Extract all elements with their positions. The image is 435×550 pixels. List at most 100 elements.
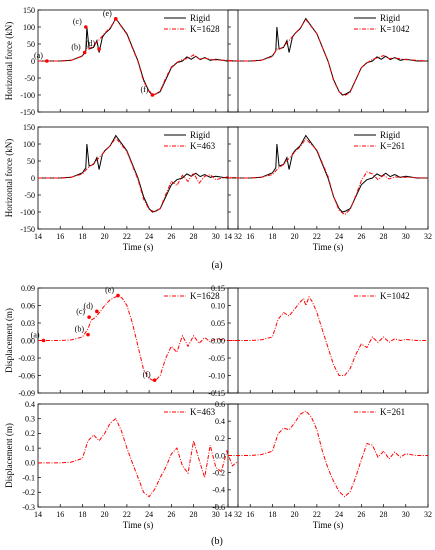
y-tick-label: -0.10: [208, 371, 225, 380]
y-tick-label: 0.05: [211, 319, 225, 328]
x-tick-label: 16: [246, 232, 254, 241]
y-axis-label: Horizontal force (kN): [4, 139, 14, 217]
x-tick-label: 32: [424, 510, 432, 519]
x-tick-label: 22: [313, 510, 321, 519]
legend-label: K=1628: [190, 24, 220, 34]
y-tick-label: -150: [20, 108, 35, 117]
panel-a-top-left: -150 -100 -50 0 50 100 150 Horizontal force (kN…: [4, 6, 239, 117]
annotation-marker: [87, 315, 91, 319]
x-tick-label: 30: [402, 232, 410, 241]
x-tick-label: 30: [402, 510, 410, 519]
annotation-marker: [152, 378, 157, 382]
x-axis-label: Time (s): [123, 520, 153, 530]
y-tick-label: 0.00: [21, 336, 35, 345]
y-tick-label: -0.03: [18, 354, 35, 363]
annotation-label: (e): [105, 286, 114, 295]
x-tick-label: 24: [145, 510, 153, 519]
series-line-K=463: [38, 137, 238, 213]
annotation-label: (c): [76, 307, 85, 316]
y-tick-label: 0.4: [215, 417, 225, 426]
x-tick-label: 18: [78, 232, 86, 241]
annotation-label: (b): [71, 43, 81, 52]
x-tick-label: 28: [190, 232, 198, 241]
legend-label: K=1042: [380, 291, 410, 301]
y-tick-label: -100: [20, 208, 35, 217]
panel-b-top-left: -0.09 -0.06 -0.03 0.00 0.03 0.06 0.09 Displacem…: [4, 284, 239, 398]
annotation-marker: [41, 338, 46, 343]
series-line-K=463: [38, 417, 238, 498]
series-line-K=1628: [38, 17, 238, 96]
x-tick-label: 18: [78, 510, 86, 519]
x-tick-label: 20: [101, 510, 109, 519]
legend-label: K=463: [190, 407, 216, 417]
annotation-label: (e): [103, 9, 112, 18]
x-tick-label: 22: [123, 510, 131, 519]
x-tick-label: 30: [212, 510, 220, 519]
legend-label: Rigid: [380, 130, 401, 140]
series-line-K=1042: [228, 295, 428, 376]
y-tick-label: -50: [24, 74, 35, 83]
annotation-marker: [116, 293, 120, 298]
legend-label: Rigid: [380, 13, 401, 23]
y-tick-label: 150: [23, 6, 35, 15]
y-tick-label: 0.0: [25, 459, 35, 468]
series-line-Rigid: [38, 134, 238, 213]
x-tick-label: 16: [56, 232, 64, 241]
x-tick-label: 28: [190, 510, 198, 519]
series-line-K=1042: [228, 18, 428, 97]
y-axis-label: Displacement (m): [4, 308, 14, 373]
y-axis-label: Horizontal force (kN): [4, 22, 14, 100]
y-tick-label: -0.2: [22, 488, 35, 497]
y-tick-label: 150: [23, 123, 35, 132]
x-tick-label: 14: [224, 510, 232, 519]
x-tick-label: 20: [291, 510, 299, 519]
x-tick-label: 28: [380, 232, 388, 241]
y-tick-label: 0.1: [25, 444, 35, 453]
y-tick-label: -0.2: [212, 468, 225, 477]
y-tick-label: 0.10: [211, 301, 225, 310]
annotation-label: (f): [143, 370, 151, 379]
annotation-label: (f): [140, 85, 148, 94]
y-tick-label: 0: [31, 174, 35, 183]
caption-b: (b): [211, 536, 223, 547]
panel-b-bottom-right: 14 16 18 20 22 24 26 28 30 32 -0.6 -0.4 -0.2 0.0 0.2 0.…: [212, 400, 432, 530]
x-tick-label: 32: [234, 232, 242, 241]
x-tick-label: 16: [246, 510, 254, 519]
x-tick-label: 24: [335, 510, 343, 519]
x-tick-label: 26: [357, 510, 365, 519]
series-line-K=261: [228, 410, 428, 498]
y-tick-label: 0.3: [25, 415, 35, 424]
y-tick-label: -0.6: [212, 503, 225, 512]
y-tick-label: 0.2: [25, 429, 35, 438]
y-tick-label: -0.09: [18, 389, 35, 398]
y-tick-label: -50: [24, 191, 35, 200]
annotation-marker: [83, 25, 88, 29]
legend-label: K=261: [380, 141, 405, 151]
annotation-marker: [97, 47, 101, 51]
y-tick-label: 50: [27, 40, 35, 49]
legend-label: Rigid: [190, 13, 211, 23]
x-tick-label: 32: [424, 232, 432, 241]
annotation-marker: [95, 309, 99, 314]
x-tick-label: 18: [268, 510, 276, 519]
y-tick-label: 0.4: [25, 400, 35, 409]
x-axis-label: Time (s): [123, 242, 153, 252]
y-tick-label: -100: [20, 91, 35, 100]
x-tick-label: 18: [268, 232, 276, 241]
annotation-label: (c): [73, 17, 82, 26]
x-tick-label: 22: [123, 232, 131, 241]
y-tick-label: -0.15: [208, 389, 225, 398]
legend-label: K=463: [190, 141, 216, 151]
y-tick-label: 100: [23, 23, 35, 32]
y-tick-label: 0.2: [215, 434, 225, 443]
x-axis-label: Time (s): [313, 520, 343, 530]
y-tick-label: 0.06: [21, 301, 35, 310]
annotation-marker: [82, 50, 87, 55]
annotation-marker: [86, 332, 90, 337]
annotation-label: (d): [86, 39, 96, 48]
y-tick-label: 0.00: [211, 336, 225, 345]
series-line-K=261: [228, 138, 428, 216]
legend-label: Rigid: [190, 130, 211, 140]
x-tick-label: 20: [101, 232, 109, 241]
